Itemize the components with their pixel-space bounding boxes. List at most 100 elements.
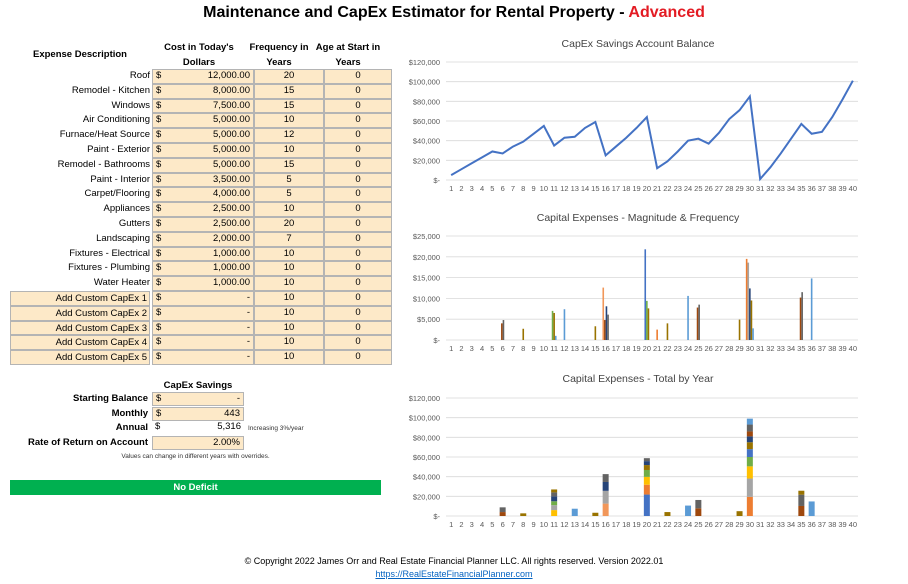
chart-title-balance: CapEx Savings Account Balance xyxy=(561,38,715,50)
frequency-input[interactable]: 10 xyxy=(254,350,324,365)
age-input[interactable]: 0 xyxy=(324,83,392,99)
cost-input[interactable]: $1,000.00 xyxy=(152,261,254,277)
cost-input[interactable]: $5,000.00 xyxy=(152,143,254,158)
total-stack-segment xyxy=(602,490,609,504)
cost-input[interactable]: $1,000.00 xyxy=(152,246,254,262)
x-tick-label: 14 xyxy=(581,184,589,193)
custom-expense-label-input[interactable]: Add Custom CapEx 2 xyxy=(10,305,150,321)
x-tick-label: 4 xyxy=(480,520,484,529)
cost-input[interactable]: $2,500.00 xyxy=(152,202,254,217)
age-input[interactable]: 0 xyxy=(324,172,392,188)
age-input[interactable]: 0 xyxy=(324,128,392,143)
x-tick-label: 16 xyxy=(601,344,609,353)
age-input[interactable]: 0 xyxy=(324,157,392,173)
expense-label: Paint - Exterior xyxy=(87,144,150,155)
frequency-input[interactable]: 10 xyxy=(254,113,324,129)
y-tick-label: $5,000 xyxy=(417,315,440,324)
custom-expense-label-input[interactable]: Add Custom CapEx 1 xyxy=(10,291,150,306)
frequency-input[interactable]: 10 xyxy=(254,335,324,351)
frequency-input[interactable]: 10 xyxy=(254,320,324,336)
x-tick-label: 40 xyxy=(849,184,857,193)
cost-input[interactable]: $5,000.00 xyxy=(152,157,254,173)
frequency-input[interactable]: 15 xyxy=(254,98,324,114)
age-input[interactable]: 0 xyxy=(324,335,392,351)
cost-input[interactable]: $4,000.00 xyxy=(152,187,254,203)
cost-input[interactable]: $ - xyxy=(152,305,254,321)
frequency-input[interactable]: 5 xyxy=(254,187,324,203)
starting-balance-input[interactable]: $ - xyxy=(152,392,244,406)
age-input[interactable]: 0 xyxy=(324,98,392,114)
cost-input[interactable]: $5,000.00 xyxy=(152,128,254,143)
age-input[interactable]: 0 xyxy=(324,305,392,321)
x-tick-label: 15 xyxy=(591,184,599,193)
age-input[interactable]: 0 xyxy=(324,261,392,277)
cost-input[interactable]: $ - xyxy=(152,291,254,306)
custom-expense-label-input[interactable]: Add Custom CapEx 4 xyxy=(10,335,150,351)
cost-input[interactable]: $7,500.00 xyxy=(152,98,254,114)
annual-value-cell: $ 5,316 xyxy=(152,421,244,435)
frequency-input[interactable]: 10 xyxy=(254,291,324,306)
currency-symbol: $ xyxy=(156,351,162,363)
age-input[interactable]: 0 xyxy=(324,291,392,306)
cost-input[interactable]: $ - xyxy=(152,350,254,365)
x-tick-label: 34 xyxy=(787,344,795,353)
age-input[interactable]: 0 xyxy=(324,69,392,84)
frequency-input[interactable]: 12 xyxy=(254,128,324,143)
expense-bar xyxy=(698,304,700,340)
x-tick-label: 29 xyxy=(735,520,743,529)
expense-label: Carpet/Flooring xyxy=(84,188,150,200)
frequency-input[interactable]: 20 xyxy=(254,69,324,84)
age-input[interactable]: 0 xyxy=(324,202,392,217)
age-input[interactable]: 0 xyxy=(324,276,392,291)
x-tick-label: 26 xyxy=(704,184,712,193)
frequency-input[interactable]: 10 xyxy=(254,305,324,321)
total-stack-segment xyxy=(643,458,650,462)
frequency-input[interactable]: 10 xyxy=(254,143,324,158)
age-input[interactable]: 0 xyxy=(324,113,392,129)
rate-of-return-input[interactable]: 2.00% xyxy=(152,436,244,450)
frequency-input[interactable]: 20 xyxy=(254,217,324,232)
x-tick-label: 10 xyxy=(540,344,548,353)
expense-bar xyxy=(607,314,609,340)
cost-input[interactable]: $3,500.00 xyxy=(152,172,254,188)
cost-input[interactable]: $1,000.00 xyxy=(152,276,254,291)
cost-input[interactable]: $ - xyxy=(152,320,254,336)
frequency-input[interactable]: 15 xyxy=(254,157,324,173)
chart-title-total: Capital Expenses - Total by Year xyxy=(562,373,714,385)
age-input[interactable]: 0 xyxy=(324,320,392,336)
cost-input[interactable]: $12,000.00 xyxy=(152,69,254,84)
website-link[interactable]: https://RealEstateFinancialPlanner.com xyxy=(375,569,533,579)
frequency-input[interactable]: 10 xyxy=(254,276,324,291)
cost-input[interactable]: $2,500.00 xyxy=(152,217,254,232)
age-input[interactable]: 0 xyxy=(324,350,392,365)
frequency-input[interactable]: 5 xyxy=(254,172,324,188)
frequency-input[interactable]: 10 xyxy=(254,246,324,262)
frequency-input[interactable]: 7 xyxy=(254,231,324,247)
total-stack-segment xyxy=(643,476,650,485)
cost-input[interactable]: $8,000.00 xyxy=(152,83,254,99)
total-stack-segment xyxy=(499,507,506,513)
starting-balance-label: Starting Balance xyxy=(73,393,148,404)
total-stack-segment xyxy=(643,494,650,516)
frequency-input[interactable]: 10 xyxy=(254,202,324,217)
x-tick-label: 38 xyxy=(828,520,836,529)
x-tick-label: 29 xyxy=(735,184,743,193)
x-tick-label: 32 xyxy=(766,520,774,529)
custom-expense-label-input[interactable]: Add Custom CapEx 3 xyxy=(10,320,150,336)
cost-input[interactable]: $ - xyxy=(152,335,254,351)
x-tick-label: 18 xyxy=(622,520,630,529)
age-input[interactable]: 0 xyxy=(324,231,392,247)
expense-bar xyxy=(687,295,689,340)
frequency-input[interactable]: 10 xyxy=(254,261,324,277)
custom-expense-label-input[interactable]: Add Custom CapEx 5 xyxy=(10,350,150,365)
age-input[interactable]: 0 xyxy=(324,187,392,203)
age-input[interactable]: 0 xyxy=(324,217,392,232)
monthly-input[interactable]: $ 443 xyxy=(152,407,244,421)
cost-input[interactable]: $2,000.00 xyxy=(152,231,254,247)
x-tick-label: 13 xyxy=(571,344,579,353)
age-input[interactable]: 0 xyxy=(324,246,392,262)
cost-input[interactable]: $5,000.00 xyxy=(152,113,254,129)
age-input[interactable]: 0 xyxy=(324,143,392,158)
frequency-input[interactable]: 15 xyxy=(254,83,324,99)
expense-bar xyxy=(522,328,525,340)
